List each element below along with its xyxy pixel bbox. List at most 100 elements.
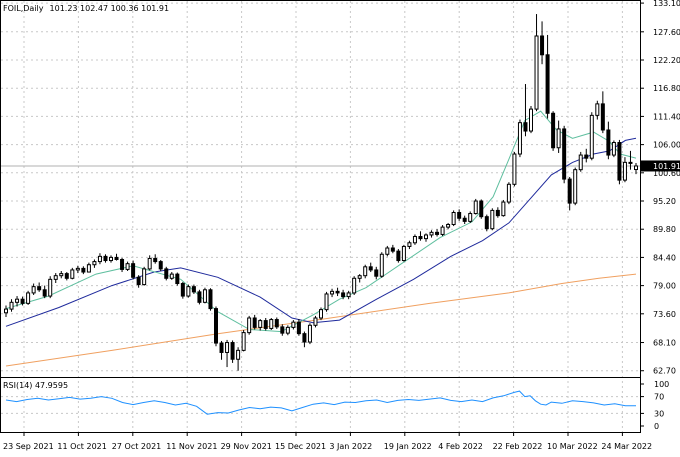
candle[interactable] xyxy=(236,347,241,371)
candle[interactable] xyxy=(600,91,605,134)
candle[interactable] xyxy=(109,255,113,263)
candle[interactable] xyxy=(341,289,346,300)
candle[interactable] xyxy=(457,209,462,221)
candle[interactable] xyxy=(208,288,213,311)
candle[interactable] xyxy=(506,182,511,205)
candle[interactable] xyxy=(473,198,478,215)
candle[interactable] xyxy=(191,284,196,294)
candle[interactable] xyxy=(468,211,473,223)
candle[interactable] xyxy=(319,307,323,321)
candle[interactable] xyxy=(540,21,545,65)
candle[interactable] xyxy=(291,320,296,330)
candle[interactable] xyxy=(551,111,556,151)
candle[interactable] xyxy=(164,266,169,281)
candle[interactable] xyxy=(142,266,147,286)
candle[interactable] xyxy=(374,266,379,280)
candle[interactable] xyxy=(225,339,230,368)
candle[interactable] xyxy=(578,151,583,172)
candle[interactable] xyxy=(169,272,174,280)
candle[interactable] xyxy=(407,240,412,250)
candle[interactable] xyxy=(263,317,268,331)
candle[interactable] xyxy=(202,287,207,304)
candle[interactable] xyxy=(70,267,75,280)
candle[interactable] xyxy=(435,229,440,237)
candle[interactable] xyxy=(131,260,136,280)
candle[interactable] xyxy=(296,319,301,336)
candle[interactable] xyxy=(86,262,91,273)
candle[interactable] xyxy=(330,288,335,298)
candle[interactable] xyxy=(622,157,627,183)
candle[interactable] xyxy=(490,208,495,231)
candle[interactable] xyxy=(479,199,484,219)
candle[interactable] xyxy=(396,249,401,263)
candle[interactable] xyxy=(429,230,434,238)
candle[interactable] xyxy=(368,262,373,273)
candle[interactable] xyxy=(424,233,428,242)
candle[interactable] xyxy=(401,244,406,262)
candle[interactable] xyxy=(390,244,395,254)
candle[interactable] xyxy=(120,257,125,273)
candle[interactable] xyxy=(241,330,246,352)
candle[interactable] xyxy=(186,284,191,298)
candle[interactable] xyxy=(285,325,290,336)
candle[interactable] xyxy=(125,261,130,271)
candle[interactable] xyxy=(307,323,312,345)
candle[interactable] xyxy=(379,252,384,278)
candle[interactable] xyxy=(534,14,539,112)
candle[interactable] xyxy=(324,291,329,312)
candle[interactable] xyxy=(418,231,423,241)
candle[interactable] xyxy=(147,255,152,271)
candle[interactable] xyxy=(92,259,97,268)
candle[interactable] xyxy=(346,290,351,300)
candle[interactable] xyxy=(462,215,467,224)
candle[interactable] xyxy=(606,121,611,160)
candle[interactable] xyxy=(545,34,550,119)
candle[interactable] xyxy=(64,272,69,281)
candle[interactable] xyxy=(617,139,622,185)
candle[interactable] xyxy=(446,222,451,230)
candle[interactable] xyxy=(567,176,572,211)
candle[interactable] xyxy=(484,214,489,232)
candle[interactable] xyxy=(136,275,141,288)
candle[interactable] xyxy=(31,283,36,296)
candle[interactable] xyxy=(501,199,506,217)
candle[interactable] xyxy=(103,254,108,263)
candle[interactable] xyxy=(158,260,163,271)
candle[interactable] xyxy=(451,210,456,227)
candle[interactable] xyxy=(153,254,158,264)
candle[interactable] xyxy=(280,324,285,336)
candle[interactable] xyxy=(274,317,279,329)
candle[interactable] xyxy=(20,296,25,306)
candle[interactable] xyxy=(9,299,14,312)
candle[interactable] xyxy=(48,276,53,299)
candle[interactable] xyxy=(75,265,80,274)
candle[interactable] xyxy=(4,305,8,317)
candle[interactable] xyxy=(529,105,533,134)
candle[interactable] xyxy=(385,245,390,257)
candle[interactable] xyxy=(634,163,638,175)
candle[interactable] xyxy=(512,151,517,187)
candle[interactable] xyxy=(247,315,252,335)
candle[interactable] xyxy=(258,319,263,331)
candle[interactable] xyxy=(230,340,235,363)
candle[interactable] xyxy=(219,340,224,360)
candle[interactable] xyxy=(495,207,500,218)
candle[interactable] xyxy=(42,285,47,299)
candle[interactable] xyxy=(302,331,307,348)
candle[interactable] xyxy=(584,148,589,163)
candle[interactable] xyxy=(440,225,445,236)
candle[interactable] xyxy=(352,276,357,296)
candle[interactable] xyxy=(175,272,180,286)
candle[interactable] xyxy=(114,253,119,261)
candle[interactable] xyxy=(589,112,594,161)
candle[interactable] xyxy=(269,317,274,330)
candle[interactable] xyxy=(252,314,257,330)
candle[interactable] xyxy=(517,119,522,158)
candle[interactable] xyxy=(313,315,318,328)
candle[interactable] xyxy=(611,140,616,158)
candle[interactable] xyxy=(53,273,58,283)
candle[interactable] xyxy=(628,150,633,170)
candle[interactable] xyxy=(197,289,202,305)
